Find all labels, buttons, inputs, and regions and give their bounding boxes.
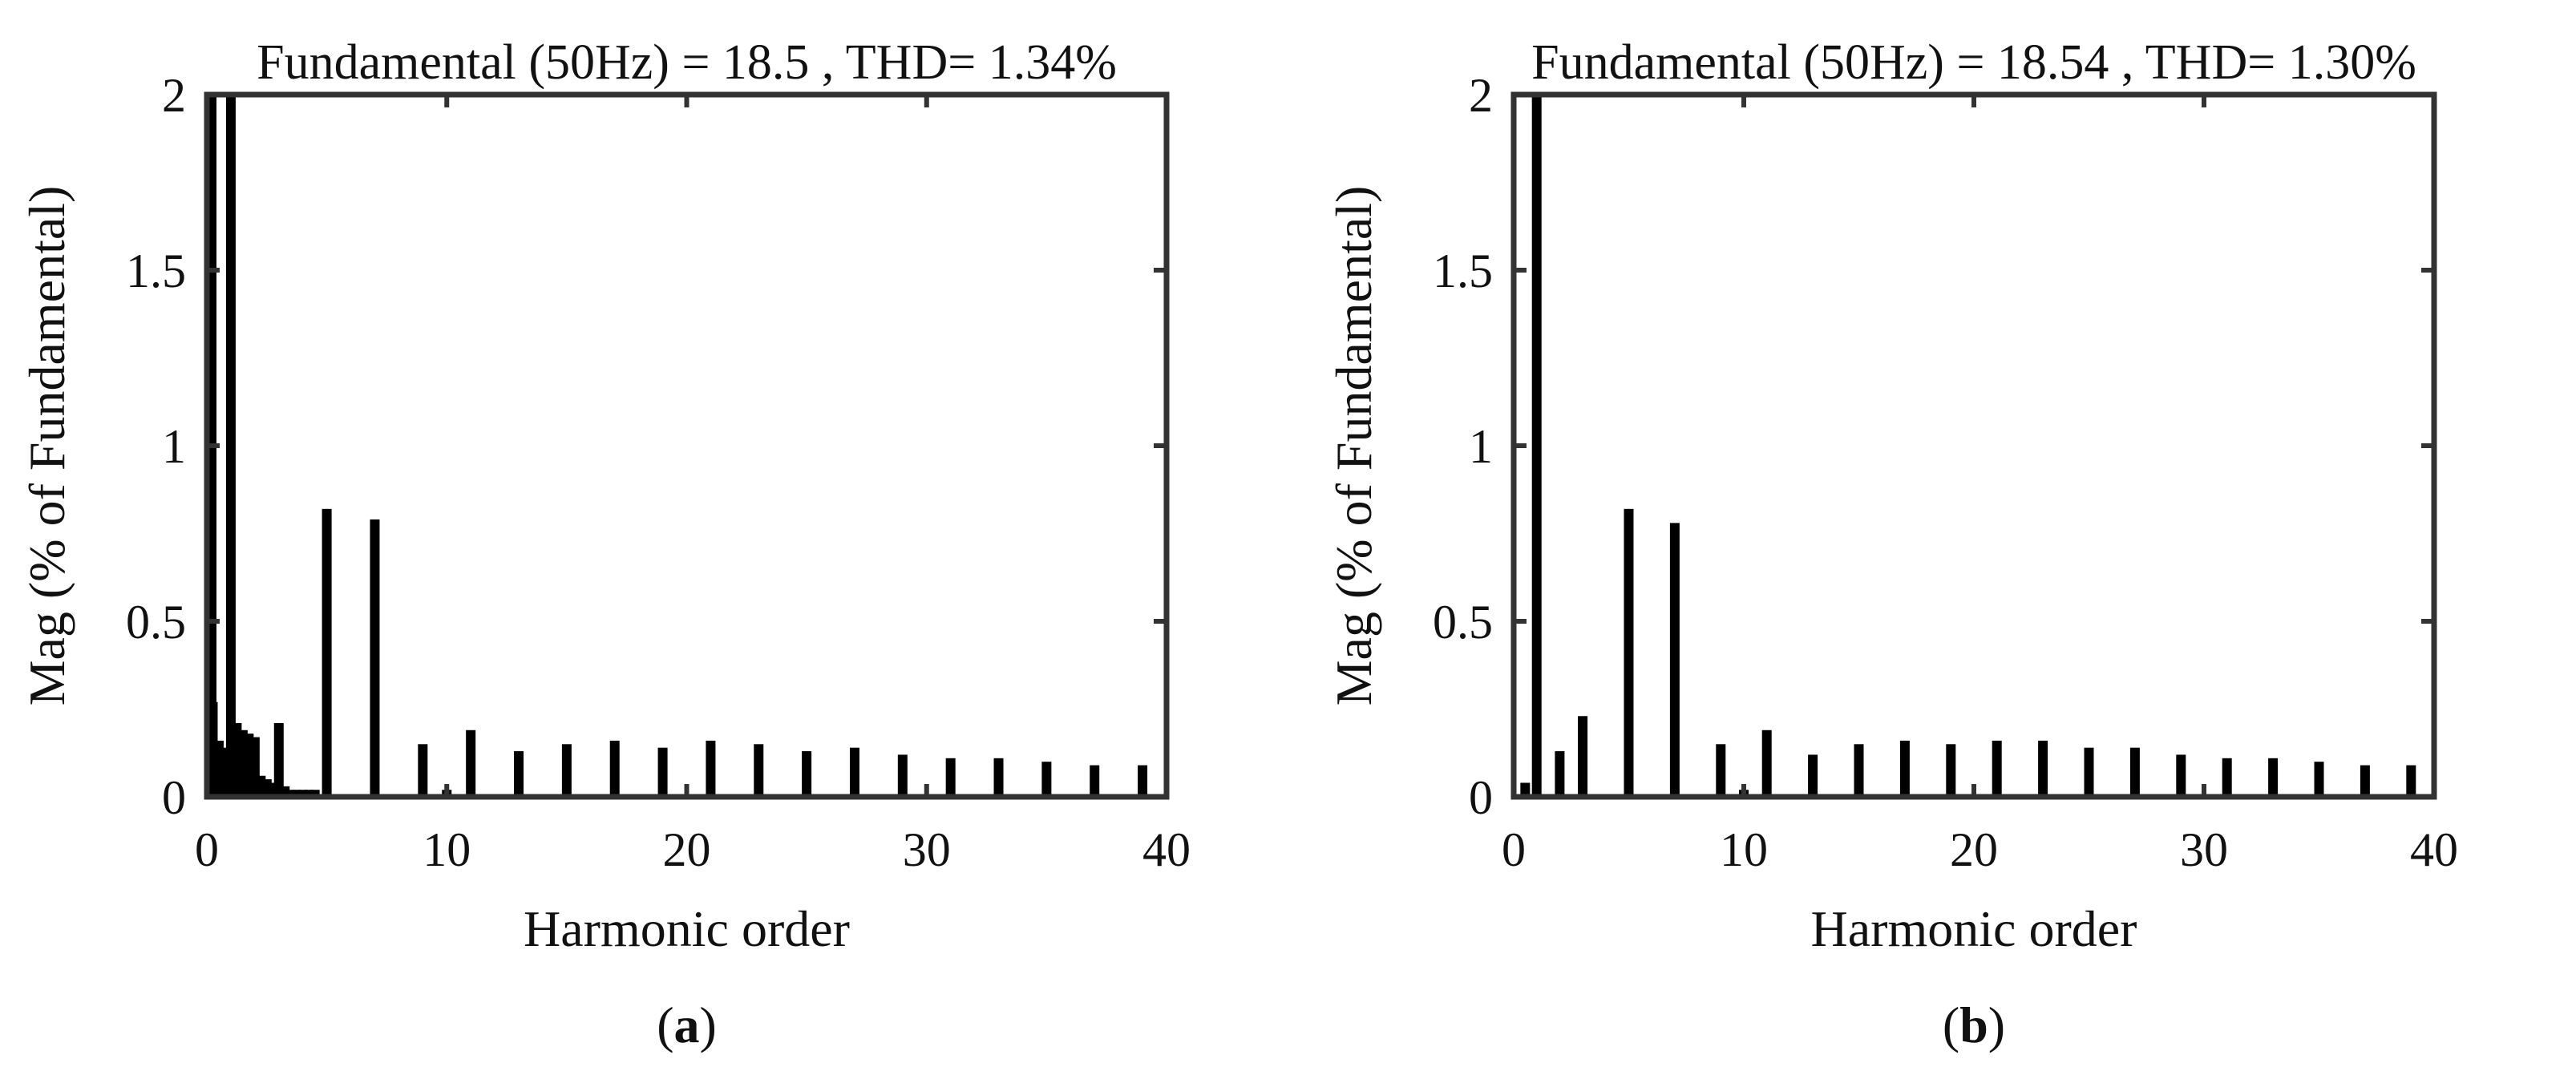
bar-harmonic (2084, 747, 2094, 797)
caption-paren-close: ) (700, 996, 717, 1053)
bar-harmonic (561, 744, 572, 797)
bar-harmonic (849, 747, 859, 797)
y-tick-label: 2 (1469, 69, 1493, 122)
bar-harmonic (370, 519, 380, 797)
bar-harmonic (1854, 744, 1864, 797)
bar-harmonic (1761, 730, 1772, 797)
y-axis-label: Mag (% of Fundamental) (18, 186, 75, 706)
bar-harmonic (2314, 762, 2324, 797)
bar-harmonic (1555, 751, 1565, 797)
bar-harmonic (225, 95, 236, 797)
bar-harmonic (1090, 765, 1100, 797)
bar-harmonic (285, 790, 296, 797)
bar-harmonic (945, 758, 956, 797)
x-axis-label: Harmonic order (1811, 900, 2137, 957)
x-tick-label: 40 (1142, 823, 1191, 876)
bar-harmonic (1946, 744, 1956, 797)
panel-caption: (b) (1943, 996, 2005, 1053)
x-tick-label: 20 (1950, 823, 1998, 876)
bar-harmonic (897, 754, 908, 797)
bar-harmonic (993, 758, 1004, 797)
bar-harmonic (1624, 508, 1634, 797)
chart-panel-b: 0 10 20 30 40 0 0.5 1 1.5 2 Fundamental (50Hz) = 1… (1325, 35, 2458, 1053)
bar-harmonic (657, 747, 668, 797)
bar-harmonic (273, 723, 284, 797)
caption-paren-open: ( (657, 996, 673, 1053)
y-tick-label: 0.5 (1433, 596, 1493, 649)
x-tick-label: 40 (2410, 823, 2458, 876)
bar-harmonic (802, 751, 812, 797)
x-tick-label: 30 (903, 823, 951, 876)
bar-harmonic (1669, 523, 1680, 797)
x-tick-label: 10 (1720, 823, 1768, 876)
bar-harmonic (609, 740, 620, 797)
chart-title: Fundamental (50Hz) = 18.54 , THD= 1.30% (1531, 35, 2416, 90)
bar-harmonic (292, 790, 302, 797)
bar-harmonic (1716, 744, 1726, 797)
bar-harmonic (321, 508, 332, 797)
bar-harmonic (1531, 95, 1542, 797)
bar-harmonic (2129, 747, 2140, 797)
y-tick-label: 2 (162, 69, 186, 122)
x-tick-label: 20 (663, 823, 711, 876)
bar-harmonic (706, 740, 716, 797)
x-tick-label: 0 (195, 823, 219, 876)
bar-harmonic (1578, 716, 1588, 797)
bar-harmonic (297, 790, 308, 797)
y-tick-label: 1 (162, 420, 186, 473)
bar-harmonic (466, 730, 476, 797)
bar-harmonic (1808, 754, 1818, 797)
bar-harmonic (1992, 740, 2002, 797)
bar-harmonic (1041, 762, 1052, 797)
bar-harmonic (754, 744, 764, 797)
bar-harmonic (1138, 765, 1148, 797)
bar-harmonic (418, 744, 428, 797)
bar-harmonic (2222, 758, 2232, 797)
x-tick-label: 30 (2180, 823, 2228, 876)
chart-panel-a: 0 10 20 30 40 0 0.5 1 1.5 2 Fundamental (50Hz) = 1… (18, 35, 1191, 1053)
bar-harmonic (2038, 740, 2048, 797)
panel-caption: (a) (657, 996, 717, 1053)
y-tick-label: 0 (1469, 771, 1493, 824)
caption-paren-open: ( (1943, 996, 1959, 1053)
chart-title: Fundamental (50Hz) = 18.5 , THD= 1.34% (257, 35, 1117, 90)
panel-label: a (674, 996, 700, 1053)
panel-label: b (1959, 996, 1988, 1053)
bar-harmonic (2406, 765, 2416, 797)
bar-harmonic (514, 751, 524, 797)
y-tick-label: 1 (1469, 420, 1493, 473)
axes-box (204, 91, 1170, 800)
caption-paren-close: ) (1988, 996, 2005, 1053)
bar-harmonic (2360, 765, 2370, 797)
bar-harmonic (309, 790, 320, 797)
bar-harmonic (2268, 758, 2279, 797)
bar-harmonic (1899, 740, 1910, 797)
x-axis-label: Harmonic order (524, 900, 850, 957)
x-tick-label: 0 (1502, 823, 1526, 876)
bar-harmonic (2176, 754, 2186, 797)
bar-harmonic (304, 790, 314, 797)
y-tick-label: 1.5 (126, 245, 186, 297)
axes-box (1510, 91, 2437, 800)
y-tick-label: 0.5 (126, 596, 186, 649)
x-tick-label: 10 (423, 823, 471, 876)
y-tick-label: 1.5 (1433, 245, 1493, 297)
y-axis-label: Mag (% of Fundamental) (1325, 186, 1382, 706)
y-tick-label: 0 (162, 771, 186, 824)
bar-harmonic (1520, 782, 1531, 797)
